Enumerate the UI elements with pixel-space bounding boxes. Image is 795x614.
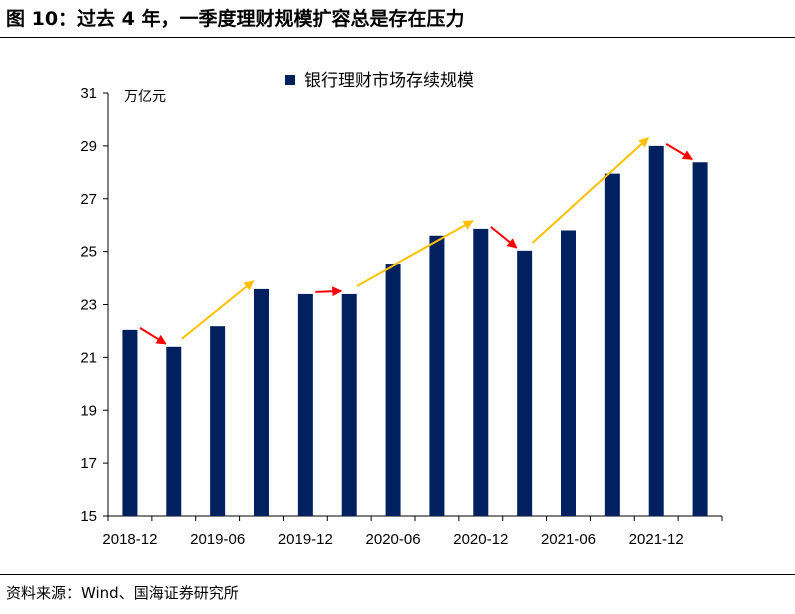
x-tick-label: 2021-12 — [629, 531, 684, 548]
bar — [385, 264, 401, 516]
y-tick-label: 31 — [80, 85, 97, 102]
y-tick-label: 15 — [80, 508, 97, 525]
decline-arrow — [315, 286, 343, 297]
x-tick-label: 2020-12 — [453, 531, 508, 548]
footer-divider — [0, 574, 795, 575]
bar — [561, 230, 576, 516]
y-axis: 15 17 19 21 23 25 27 29 31 — [80, 85, 109, 525]
bar — [122, 329, 138, 516]
trend-arrows — [139, 137, 693, 345]
y-unit-label: 万亿元 — [124, 89, 166, 105]
bar — [517, 250, 533, 516]
bar — [692, 162, 708, 517]
decline-arrow — [665, 143, 693, 161]
y-tick-label: 29 — [80, 138, 97, 155]
bar — [429, 235, 445, 516]
bar — [254, 288, 269, 516]
figure-title: 图 10：过去 4 年，一季度理财规模扩容总是存在压力 — [6, 8, 465, 30]
y-tick-label: 25 — [80, 244, 97, 261]
bar-series — [122, 145, 708, 517]
x-tick-label: 2020-06 — [366, 531, 421, 548]
bar — [341, 293, 357, 516]
y-tick-label: 23 — [80, 297, 97, 314]
legend-label: 银行理财市场存续规模 — [304, 71, 474, 91]
title-divider — [0, 37, 795, 38]
decline-arrow — [139, 327, 167, 345]
y-tick-label: 19 — [80, 402, 97, 419]
growth-arrow — [356, 220, 474, 287]
y-tick-label: 27 — [80, 191, 97, 208]
bar — [166, 346, 182, 516]
bar — [604, 173, 620, 516]
bar — [297, 293, 313, 516]
source-note: 资料来源：Wind、国海证券研究所 — [6, 584, 239, 602]
bar-chart: 15 17 19 21 23 25 27 29 31 2018-12 2019-06 2019-12… — [80, 71, 723, 548]
decline-arrow — [490, 226, 518, 249]
x-tick-label: 2019-06 — [190, 531, 245, 548]
bar — [648, 145, 664, 516]
growth-arrow — [181, 280, 255, 340]
y-tick-label: 17 — [80, 455, 97, 472]
growth-arrow — [531, 137, 649, 244]
bar — [210, 326, 226, 516]
x-tick-label: 2021-06 — [541, 531, 596, 548]
y-tick-label: 21 — [80, 349, 97, 366]
x-tick-label: 2018-12 — [102, 531, 157, 548]
bar — [473, 228, 489, 517]
legend-swatch — [285, 75, 295, 85]
legend: 银行理财市场存续规模 — [285, 71, 474, 91]
x-tick-label: 2019-12 — [278, 531, 333, 548]
x-axis: 2018-12 2019-06 2019-12 2020-06 2020-12 2021-… — [102, 515, 723, 548]
